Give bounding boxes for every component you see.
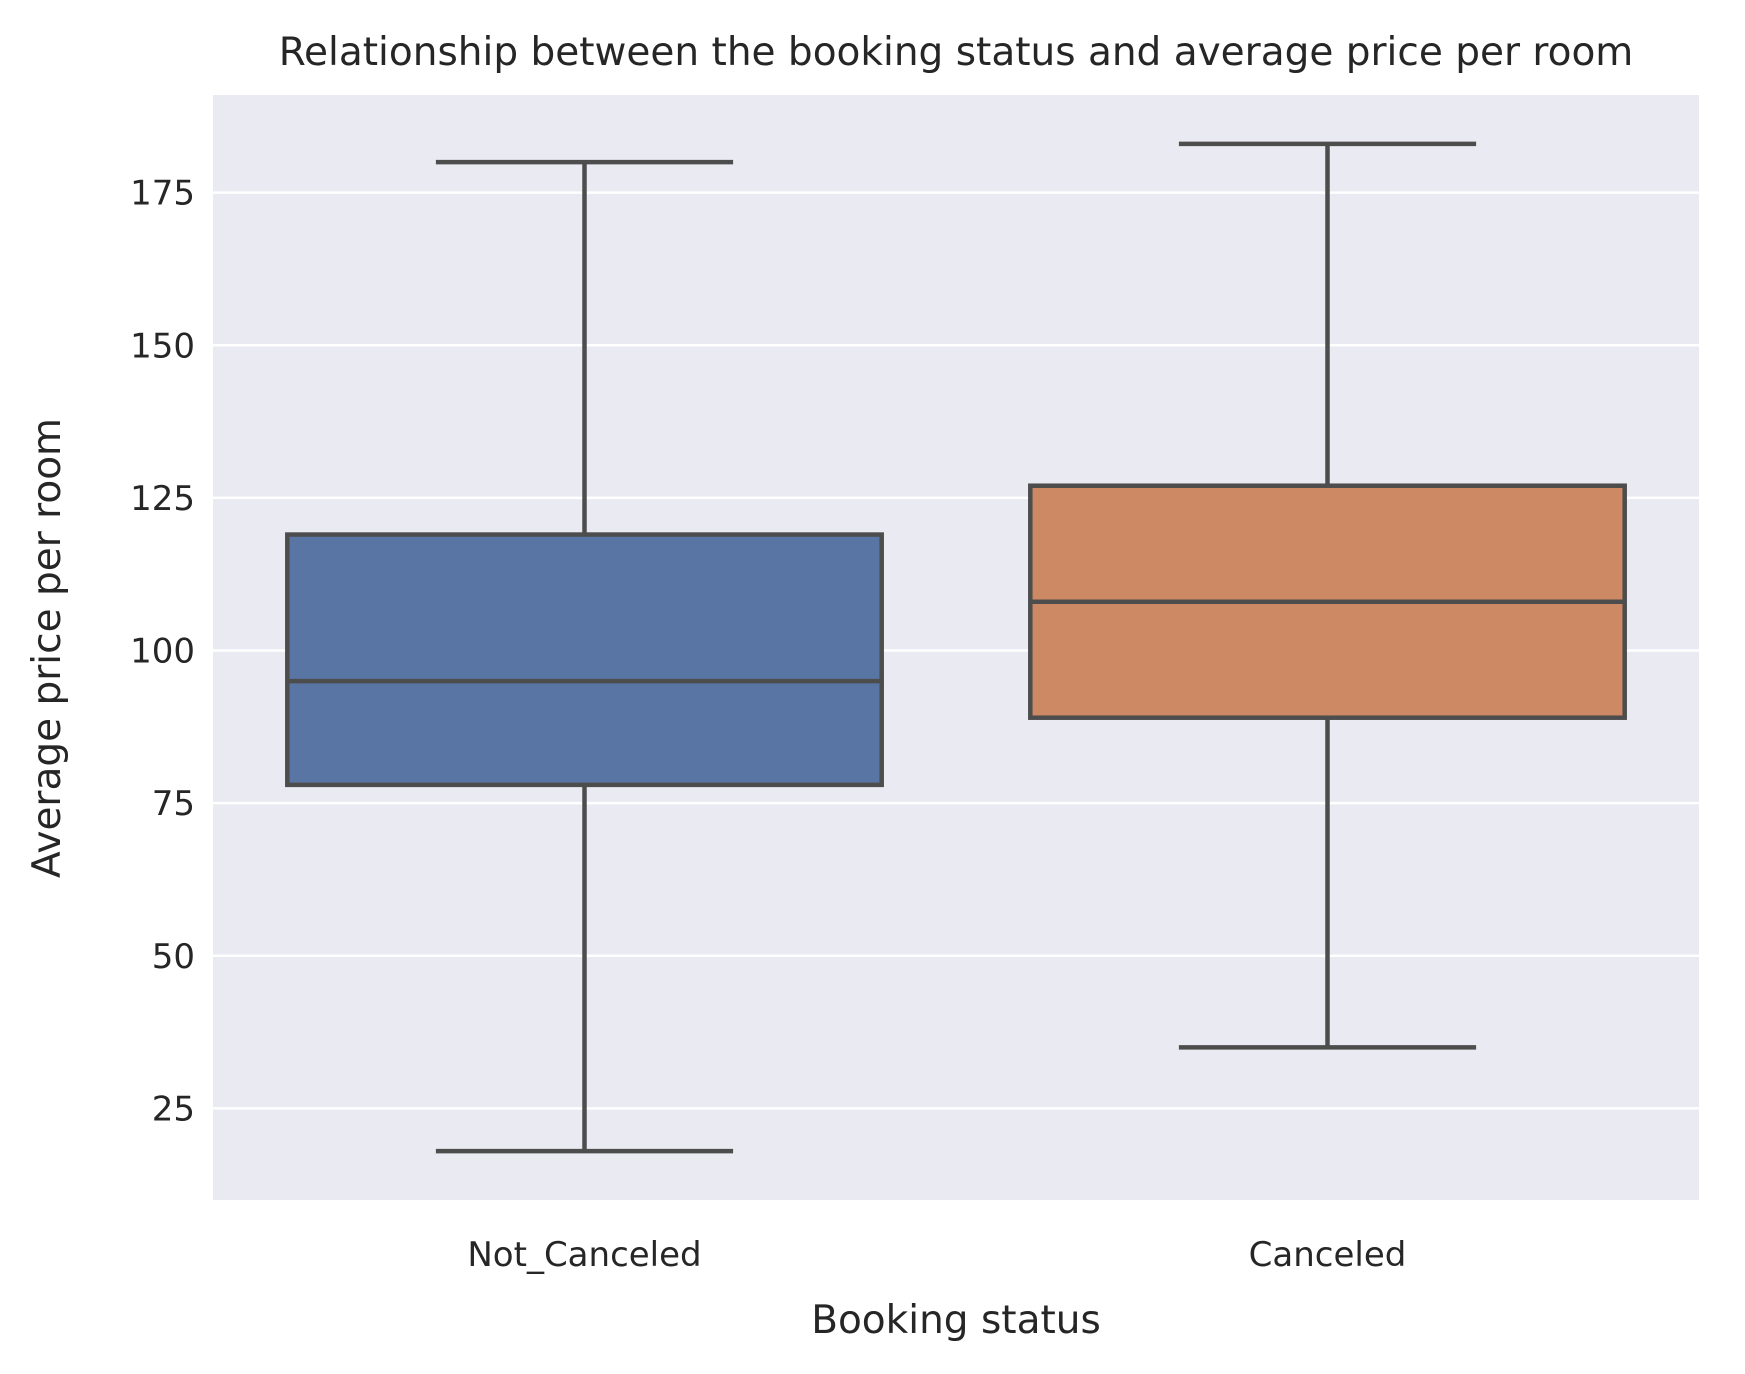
- x-tick-label-Not_Canceled: Not_Canceled: [467, 1235, 701, 1275]
- box-Canceled: [1028, 141, 1627, 1050]
- x-tick-label-Canceled: Canceled: [1249, 1235, 1407, 1275]
- y-tick-labels: 25 50 75 100 125 150 175: [130, 174, 195, 1130]
- y-tick-label-175: 175: [130, 174, 195, 214]
- iqr-box: [285, 532, 884, 788]
- box-Not_Canceled: [285, 159, 884, 1154]
- y-axis-label: Average price per room: [25, 418, 70, 878]
- y-tick-label-150: 150: [130, 326, 195, 366]
- y-tick-label-100: 100: [130, 632, 195, 672]
- y-tick-label-50: 50: [152, 937, 195, 977]
- x-tick-labels: Not_Canceled Canceled: [467, 1235, 1406, 1275]
- y-tick-label-75: 75: [152, 784, 195, 824]
- boxes: [285, 141, 1627, 1154]
- y-tick-label-125: 125: [130, 479, 195, 519]
- y-tick-label-25: 25: [152, 1089, 195, 1129]
- chart-title: Relationship between the booking status …: [279, 30, 1634, 75]
- x-axis-label: Booking status: [811, 1298, 1101, 1343]
